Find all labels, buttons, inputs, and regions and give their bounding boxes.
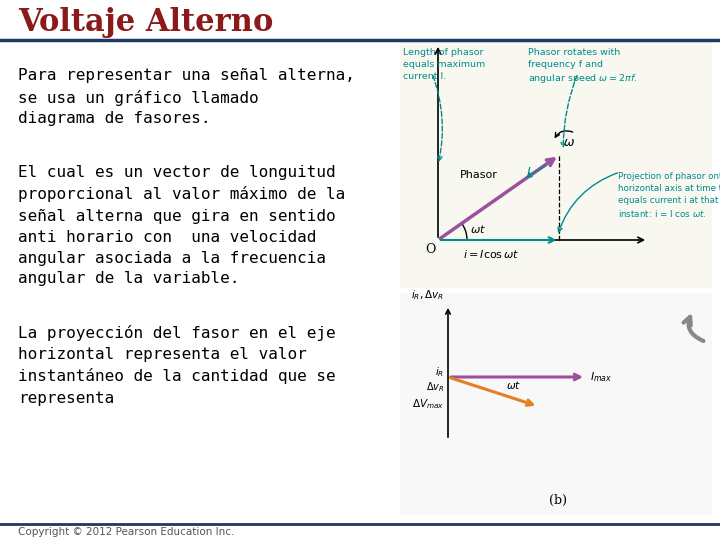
Text: $I$: $I$ [526, 166, 532, 179]
Text: O: O [425, 243, 436, 256]
Text: Projection of phasor onto
horizontal axis at time t
equals current i at that
ins: Projection of phasor onto horizontal axi… [618, 172, 720, 219]
Text: $i_R, \Delta v_R$: $i_R, \Delta v_R$ [411, 288, 444, 302]
Text: Phasor rotates with
frequency f and
angular speed $\omega = 2\pi f$.: Phasor rotates with frequency f and angu… [528, 48, 638, 85]
Text: $I_{max}$: $I_{max}$ [590, 370, 612, 384]
Text: $\omega t$: $\omega t$ [506, 379, 521, 391]
Text: $\omega t$: $\omega t$ [470, 223, 486, 235]
FancyBboxPatch shape [400, 293, 712, 515]
Text: (b): (b) [549, 494, 567, 507]
Text: El cual es un vector de longuitud
proporcional al valor máximo de la
señal alter: El cual es un vector de longuitud propor… [18, 165, 346, 287]
Text: Voltaje Alterno: Voltaje Alterno [18, 6, 274, 37]
Text: La proyección del fasor en el eje
horizontal representa el valor
instantáneo de : La proyección del fasor en el eje horizo… [18, 325, 336, 406]
Text: $\Delta V_{max}$: $\Delta V_{max}$ [412, 397, 444, 411]
Text: $i_R$: $i_R$ [435, 365, 444, 379]
Text: $\omega$: $\omega$ [563, 136, 575, 149]
Text: $\Delta v_R$: $\Delta v_R$ [426, 380, 444, 394]
FancyBboxPatch shape [400, 40, 712, 288]
Text: Length of phasor
equals maximum
current I.: Length of phasor equals maximum current … [403, 48, 485, 80]
Text: Phasor: Phasor [460, 170, 498, 180]
Text: $i = I\cos\omega t$: $i = I\cos\omega t$ [463, 248, 520, 260]
Text: Copyright © 2012 Pearson Education Inc.: Copyright © 2012 Pearson Education Inc. [18, 527, 235, 537]
Text: Para representar una señal alterna,
se usa un gráfico llamado
diagrama de fasore: Para representar una señal alterna, se u… [18, 68, 355, 126]
